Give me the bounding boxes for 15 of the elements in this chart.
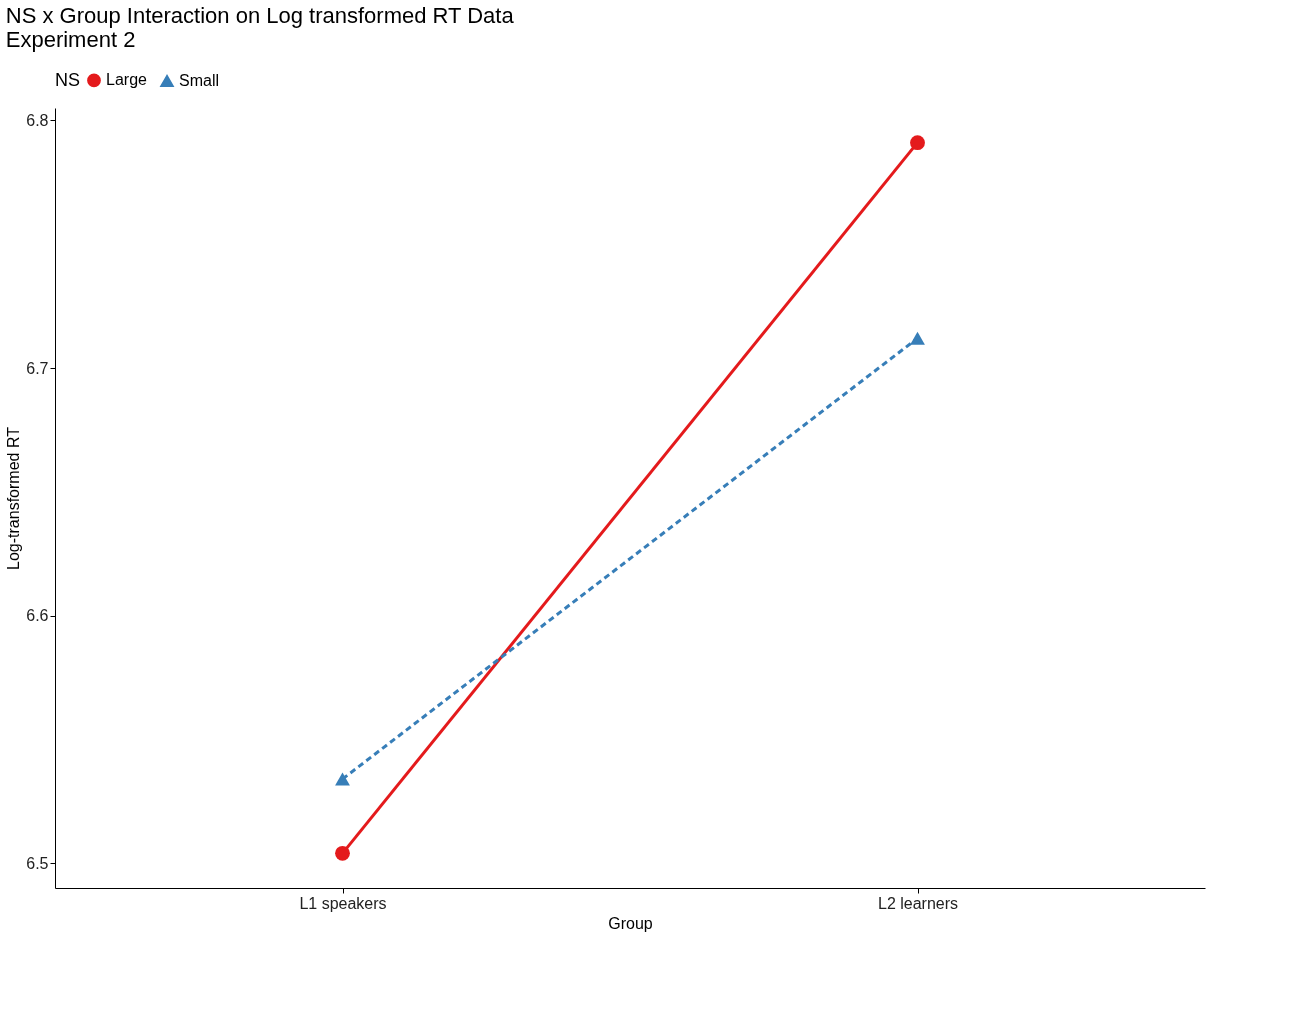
x-tick-label: L2 learners: [877, 894, 959, 912]
y-axis-title: Log-transformed RT: [5, 426, 23, 570]
x-tick-label: L1 speakers: [299, 894, 387, 912]
chart-title: NS x Group Interaction on Log transformed RT Data: [5, 3, 515, 28]
y-tick-label: 6.7: [26, 359, 49, 377]
y-tick-label: 6.5: [26, 854, 49, 872]
point: [335, 845, 350, 861]
y-tick-label: 6.8: [26, 111, 49, 129]
point: [910, 135, 925, 151]
chart-subtitle: Experiment 2: [5, 27, 136, 52]
legend-title: NS: [55, 70, 81, 90]
legend-label: Small: [179, 71, 220, 89]
y-tick-label: 6.6: [26, 607, 49, 625]
legend-label: Large: [106, 71, 148, 89]
x-axis-title: Group: [608, 914, 653, 932]
